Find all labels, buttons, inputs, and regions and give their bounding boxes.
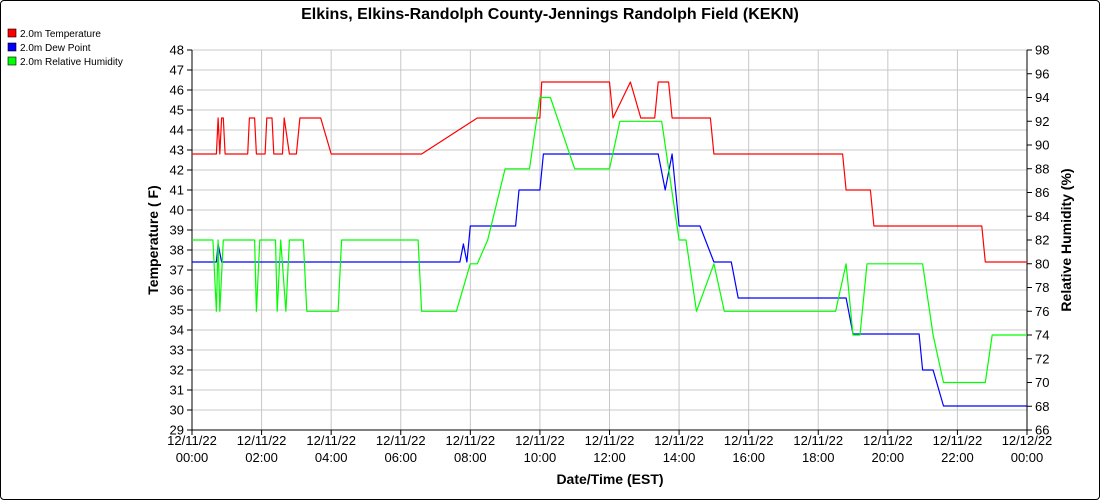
x-tick-date: 12/11/22 <box>515 433 565 448</box>
x-tick-time: 00:00 <box>1011 450 1044 465</box>
y2-tick-label: 72 <box>1035 351 1049 366</box>
y-tick-label: 34 <box>170 323 184 338</box>
x-tick-date: 12/11/22 <box>306 433 356 448</box>
y-tick-label: 32 <box>170 363 184 378</box>
y-tick-label: 46 <box>170 83 184 98</box>
legend-swatch <box>7 42 17 52</box>
y2-tick-label: 86 <box>1035 185 1049 200</box>
y-tick-label: 48 <box>170 43 184 58</box>
x-tick-time: 06:00 <box>384 450 417 465</box>
y2-tick-label: 78 <box>1035 280 1049 295</box>
text-layer: Elkins, Elkins-Randolph County-Jennings … <box>145 6 1074 487</box>
x-axis-title: Date/Time (EST) <box>556 471 663 487</box>
y-tick-label: 42 <box>170 163 184 178</box>
series-line-2-0m-relative-humidity <box>192 96 1027 384</box>
y2-tick-label: 74 <box>1035 328 1049 343</box>
x-tick-date: 12/11/22 <box>585 433 635 448</box>
y-axis-title: Temperature ( F) <box>145 185 161 294</box>
y-tick-label: 45 <box>170 103 184 118</box>
x-tick-time: 10:00 <box>524 450 557 465</box>
x-tick-time: 20:00 <box>872 450 905 465</box>
x-tick-date: 12/11/22 <box>863 433 913 448</box>
x-tick-date: 12/12/22 <box>1002 433 1053 448</box>
y2-tick-label: 84 <box>1035 209 1049 224</box>
y-tick-label: 36 <box>170 283 184 298</box>
x-tick-date: 12/11/22 <box>167 433 217 448</box>
y-tick-label: 40 <box>170 203 184 218</box>
x-tick-time: 16:00 <box>732 450 765 465</box>
series-line-2-0m-dew-point <box>192 153 1027 407</box>
y2-tick-label: 76 <box>1035 304 1049 319</box>
legend-label: 2.0m Dew Point <box>20 43 91 54</box>
x-tick-date: 12/11/22 <box>724 433 774 448</box>
y2-tick-label: 92 <box>1035 114 1049 129</box>
legend-label: 2.0m Temperature <box>20 29 101 40</box>
y-tick-label: 47 <box>170 63 184 78</box>
y-tick-label: 41 <box>170 183 184 198</box>
y2-tick-label: 82 <box>1035 233 1049 248</box>
axes-layer <box>187 49 1032 435</box>
y2-tick-label: 70 <box>1035 375 1049 390</box>
y2-tick-label: 94 <box>1035 90 1049 105</box>
y-tick-label: 38 <box>170 243 184 258</box>
x-tick-time: 14:00 <box>663 450 696 465</box>
y-tick-label: 30 <box>170 403 184 418</box>
x-tick-time: 04:00 <box>315 450 348 465</box>
legend: 2.0m Temperature 2.0m Dew Point 2.0m Relat… <box>7 28 123 68</box>
legend-label: 2.0m Relative Humidity <box>20 57 123 68</box>
y2-tick-label: 98 <box>1035 43 1049 58</box>
x-tick-date: 12/11/22 <box>237 433 287 448</box>
series-line-2-0m-temperature <box>192 81 1027 263</box>
y2-tick-label: 66 <box>1035 423 1049 438</box>
x-tick-time: 22:00 <box>941 450 974 465</box>
y-tick-label: 39 <box>170 223 184 238</box>
y2-tick-label: 68 <box>1035 399 1049 414</box>
x-tick-time: 08:00 <box>454 450 487 465</box>
x-tick-time: 02:00 <box>245 450 278 465</box>
legend-swatch <box>7 28 17 38</box>
x-tick-date: 12/11/22 <box>446 433 496 448</box>
x-tick-date: 12/11/22 <box>933 433 983 448</box>
series-layer <box>192 81 1027 407</box>
y-tick-label: 37 <box>170 263 184 278</box>
x-tick-time: 00:00 <box>176 450 209 465</box>
y-tick-label: 43 <box>170 143 184 158</box>
y-tick-label: 31 <box>170 383 184 398</box>
x-tick-date: 12/11/22 <box>654 433 704 448</box>
x-tick-date: 12/11/22 <box>793 433 843 448</box>
y2-tick-label: 96 <box>1035 66 1049 81</box>
legend-swatch <box>7 56 17 66</box>
chart-title: Elkins, Elkins-Randolph County-Jennings … <box>301 6 799 23</box>
x-tick-time: 18:00 <box>802 450 835 465</box>
y-tick-label: 29 <box>170 423 184 438</box>
x-tick-time: 12:00 <box>593 450 626 465</box>
y2-tick-label: 90 <box>1035 138 1049 153</box>
y2-tick-label: 80 <box>1035 256 1049 271</box>
grid-layer <box>191 49 1028 431</box>
x-tick-date: 12/11/22 <box>376 433 426 448</box>
y2-axis-title: Relative Humidity (%) <box>1058 168 1074 311</box>
y-tick-label: 33 <box>170 343 184 358</box>
y-tick-label: 35 <box>170 303 184 318</box>
y2-tick-label: 88 <box>1035 161 1049 176</box>
y-tick-label: 44 <box>170 123 184 138</box>
